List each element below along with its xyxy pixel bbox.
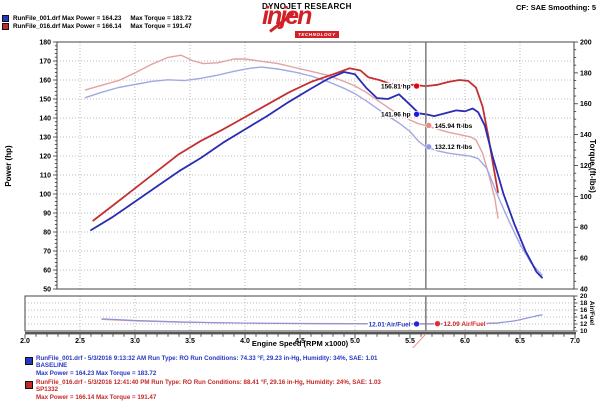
svg-text:10: 10 [580, 328, 588, 335]
callout-dot [413, 320, 420, 328]
footer-run1: RunFile_001.drf - 5/3/2016 9:13:32 AM Ru… [36, 355, 378, 377]
svg-text:130: 130 [39, 134, 51, 141]
callout-label: 132.12 ft-lbs [435, 144, 473, 151]
dynojet-brand-title: DYNOJET RESEARCH [262, 2, 352, 11]
callout-label: 12.01 Air/Fuel [369, 321, 411, 328]
svg-text:12: 12 [580, 321, 588, 328]
correction-smoothing-label: CF: SAE Smoothing: 5 [516, 3, 596, 12]
svg-text:6.0: 6.0 [460, 338, 470, 345]
footer-run1-name: BASELINE [36, 362, 68, 370]
svg-text:100: 100 [580, 194, 592, 201]
svg-text:140: 140 [580, 132, 592, 139]
top-legend-run-2: RunFile_016.drf Max Power = 166.14 Max T… [2, 23, 192, 30]
callout-dot [413, 82, 420, 90]
svg-text:50: 50 [43, 286, 51, 293]
svg-text:180: 180 [580, 70, 592, 77]
callout-label: 141.96 hp [381, 112, 411, 119]
svg-text:170: 170 [39, 58, 51, 65]
footer-run1-conditions: RunFile_001.drf - 5/3/2016 9:13:32 AM Ru… [36, 355, 378, 362]
top-legend-run-1: RunFile_001.drf Max Power = 164.23 Max T… [2, 15, 192, 22]
run2-file-power: RunFile_016.drf Max Power = 166.14 [13, 23, 122, 30]
footer-run2-conditions: RunFile_016.drf - 5/3/2016 12:41:40 PM R… [36, 379, 381, 386]
svg-text:100: 100 [39, 191, 51, 198]
svg-text:20: 20 [580, 293, 588, 300]
svg-text:2.5: 2.5 [75, 338, 85, 345]
svg-text:5.5: 5.5 [405, 338, 415, 345]
svg-text:14: 14 [580, 314, 588, 321]
run2-color-swatch [2, 23, 9, 30]
series-RunFile_001-torque [84, 66, 543, 276]
callout-label: 12.09 Air/Fuel [444, 321, 486, 328]
svg-text:160: 160 [39, 77, 51, 84]
svg-text:200: 200 [580, 39, 592, 46]
airfuel-axis-title: Air/Fuel [588, 301, 595, 325]
cursor-pointer-line [412, 333, 427, 348]
footer-run2-swatch [25, 381, 33, 389]
airfuel-plot-border [24, 295, 575, 332]
power-axis-title: Power (hp) [4, 145, 13, 187]
svg-text:60: 60 [43, 267, 51, 274]
footer-run2: RunFile_016.drf - 5/3/2016 12:41:40 PM R… [36, 379, 381, 401]
series-RunFile_016-power [92, 67, 499, 222]
callout-dot [434, 320, 441, 327]
svg-text:180: 180 [39, 39, 51, 46]
rpm-axis: 2.0 2.5 3.0 3.5 4.0 4.5 5.0 5.5 6.0 6.5 7.0 [20, 332, 580, 345]
injen-logo: injen TECHNOLOGY [262, 2, 357, 40]
svg-text:4.0: 4.0 [240, 338, 250, 345]
torque-axis-title: Torque (ft-lbs) [588, 139, 597, 193]
svg-text:16: 16 [580, 307, 588, 314]
svg-text:150: 150 [39, 96, 51, 103]
callout-dot [413, 110, 420, 118]
svg-text:80: 80 [43, 229, 51, 236]
run1-color-swatch [2, 15, 9, 22]
svg-text:80: 80 [580, 225, 588, 232]
svg-text:4.5: 4.5 [295, 338, 305, 345]
dyno-chart[interactable]: 50 60 70 80 90 100 110 120 130 140 150 160 170 180 40 6… [0, 0, 600, 348]
callout-label: 145.94 ft-lbs [435, 123, 473, 130]
svg-text:120: 120 [580, 163, 592, 170]
run1-torque: Max Torque = 183.72 [130, 15, 192, 22]
power-axis: 50 60 70 80 90 100 110 120 130 140 150 160 170 180 [39, 39, 57, 293]
svg-text:60: 60 [580, 256, 588, 263]
svg-text:120: 120 [39, 153, 51, 160]
footer-run1-max: Max Power = 164.23 Max Torque = 183.72 [36, 369, 157, 377]
svg-text:7.0: 7.0 [570, 338, 580, 345]
footer-run2-max: Max Power = 166.14 Max Torque = 191.47 [36, 393, 157, 401]
svg-text:6.5: 6.5 [515, 338, 525, 345]
callout-label: 156.81 hp [381, 83, 411, 90]
series-RunFile_016-torque [84, 54, 499, 219]
injen-technology-badge: TECHNOLOGY [295, 31, 339, 38]
torque-axis: 40 60 80 100 120 140 160 180 200 [574, 39, 592, 293]
svg-text:110: 110 [40, 172, 51, 179]
series-RunFile_001-power [90, 71, 543, 279]
injen-logo-text: injen [262, 2, 312, 30]
svg-text:3.0: 3.0 [130, 338, 140, 345]
rpm-axis-title: Engine Speed (RPM x1000) [252, 339, 349, 348]
svg-text:70: 70 [43, 248, 51, 255]
svg-text:2.0: 2.0 [20, 338, 30, 345]
svg-text:40: 40 [580, 286, 588, 293]
main-plot-border [56, 41, 575, 290]
svg-text:140: 140 [39, 115, 51, 122]
run2-torque: Max Torque = 191.47 [130, 23, 192, 30]
callout-dot [425, 122, 433, 129]
callout-dot [425, 143, 433, 151]
svg-text:160: 160 [580, 101, 592, 108]
run1-file-power: RunFile_001.drf Max Power = 164.23 [13, 15, 122, 22]
svg-text:5.0: 5.0 [350, 338, 360, 345]
svg-text:3.5: 3.5 [185, 338, 195, 345]
svg-text:18: 18 [580, 300, 588, 307]
footer-run2-name: SP1332 [36, 386, 59, 394]
series-RunFile_001-airfuel [101, 314, 543, 325]
footer-run1-swatch [25, 357, 33, 365]
svg-text:90: 90 [43, 210, 51, 217]
